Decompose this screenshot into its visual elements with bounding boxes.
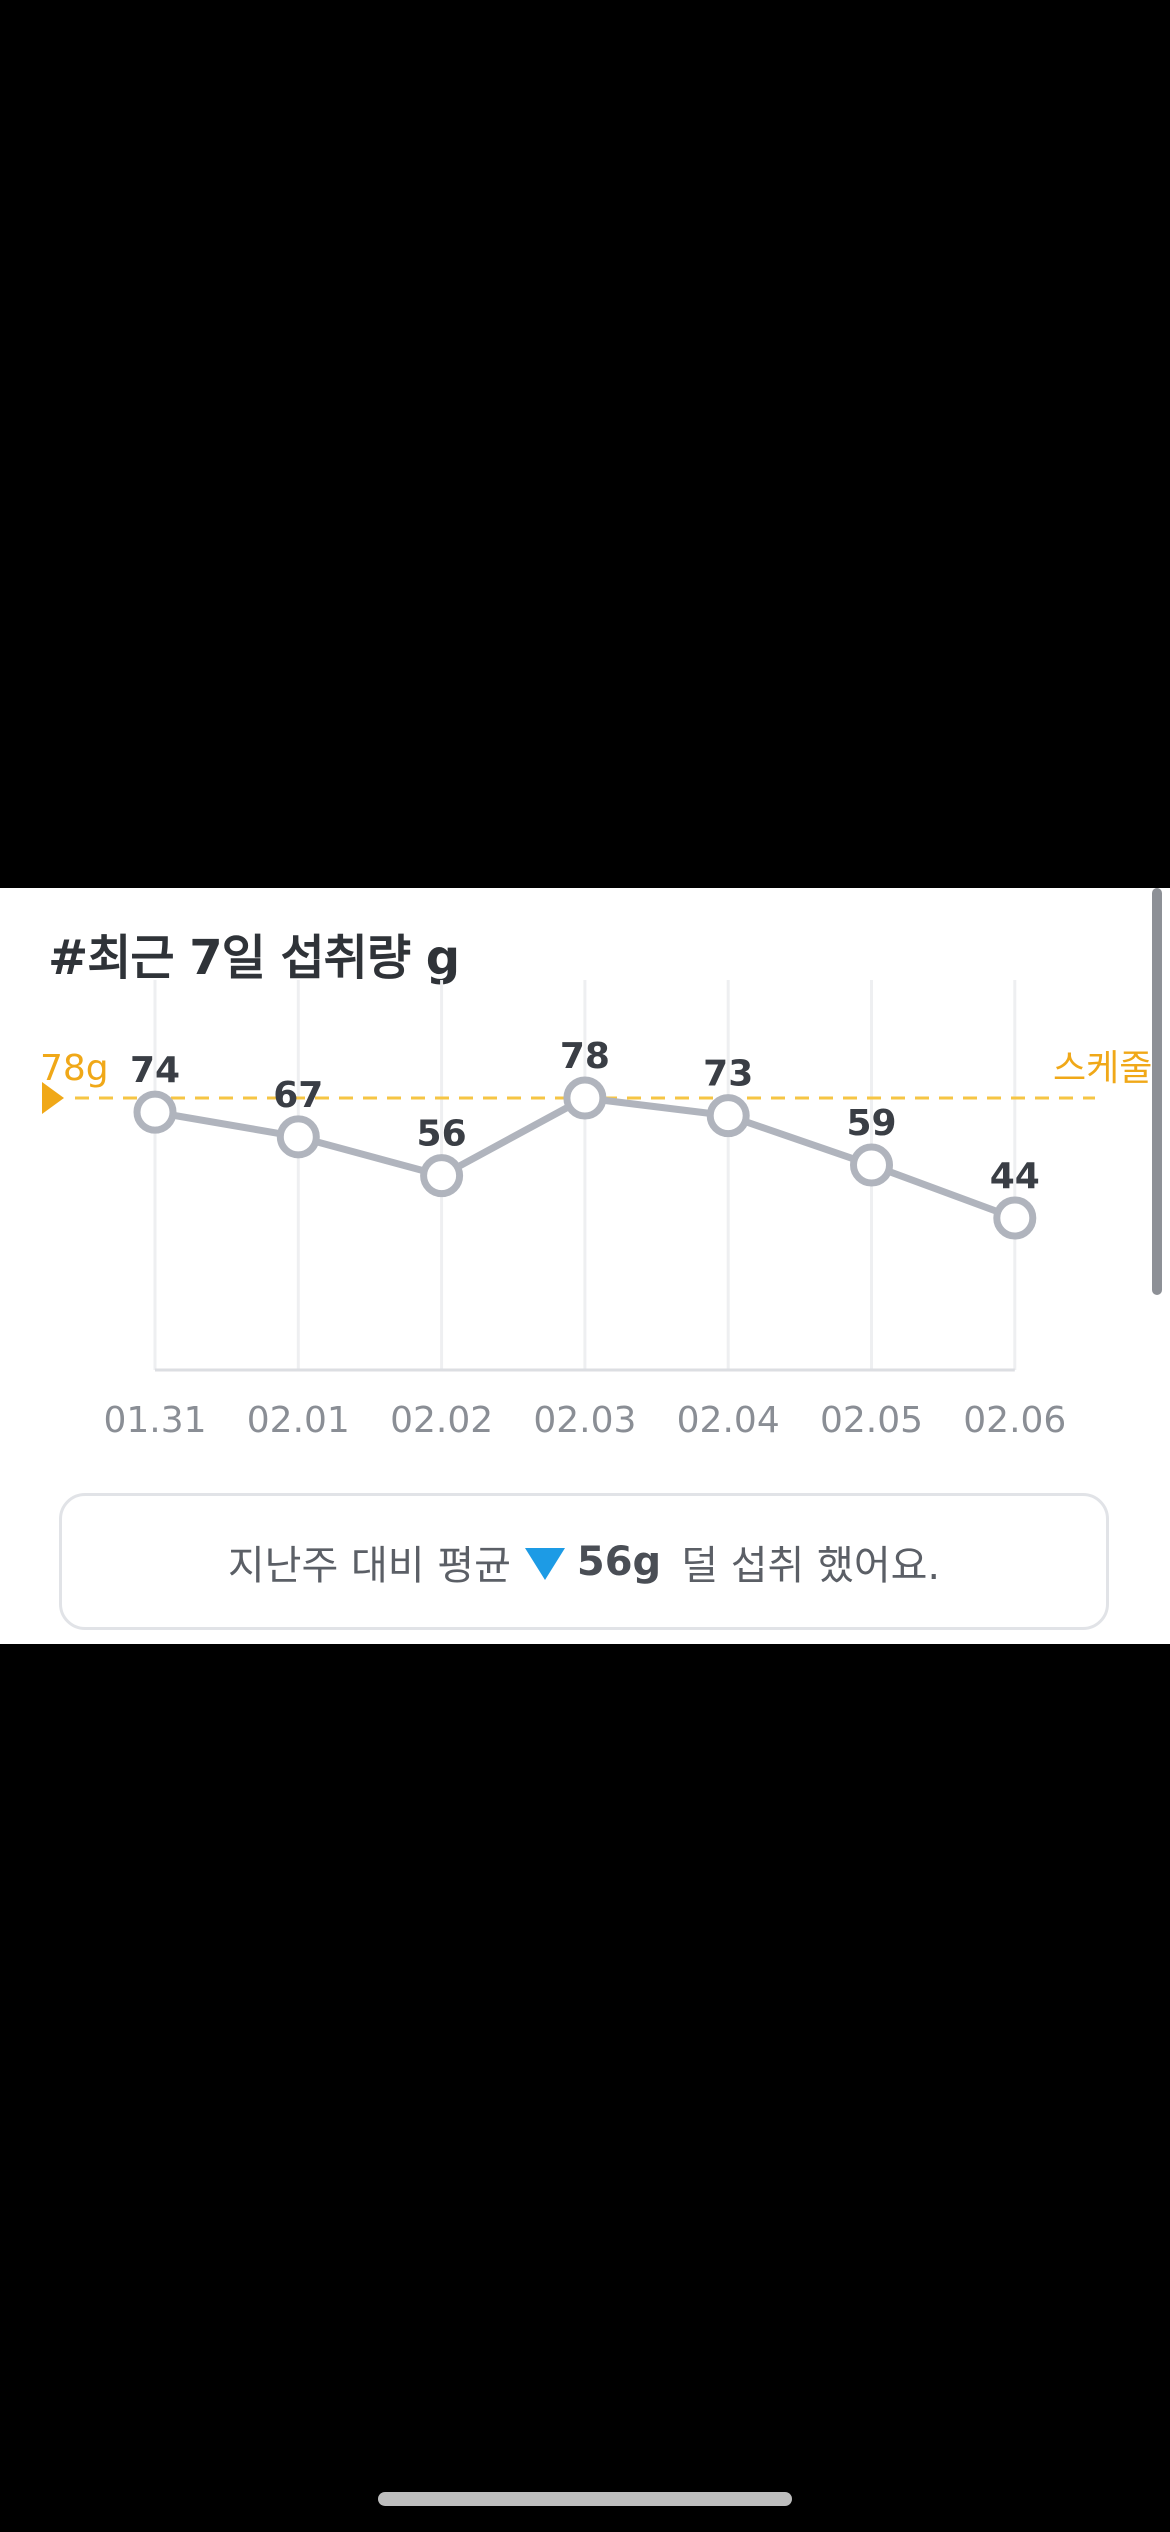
reference-line-right-label: 스케줄 — [1053, 1048, 1152, 1089]
scrollbar[interactable] — [1152, 888, 1162, 1295]
reference-line-label: 78g — [40, 1048, 109, 1089]
data-point-02.02 — [420, 1154, 464, 1198]
right-triangle-icon — [42, 1082, 64, 1114]
intake-chart-card: #최근 7일 섭취량 g 78g 스케줄 74 67 56 78 73 59 44 01.31… — [0, 888, 1170, 1644]
down-triangle-icon — [524, 1547, 565, 1580]
x-tick-label-02.02: 02.02 — [390, 1400, 493, 1441]
data-point-02.04 — [706, 1094, 750, 1138]
summary-suffix: 덜 섭취 했어요. — [681, 1542, 941, 1589]
chart-title: #최근 7일 섭취량 g — [48, 930, 460, 986]
weekly-comparison-summary: 지난주 대비 평균 56g 덜 섭취 했어요. — [59, 1493, 1109, 1630]
data-point-02.03 — [563, 1076, 607, 1120]
data-point-02.01 — [276, 1115, 320, 1159]
home-indicator[interactable] — [378, 2492, 792, 2506]
reference-line-group: 78g 스케줄 — [40, 1048, 1152, 1114]
x-tick-label-02.06: 02.06 — [963, 1400, 1066, 1441]
data-label-02.03: 78 — [560, 1036, 610, 1077]
data-point-02.06 — [993, 1196, 1037, 1240]
x-tick-label-02.05: 02.05 — [820, 1400, 923, 1441]
summary-prefix: 지난주 대비 평균 — [227, 1542, 511, 1589]
data-label-02.01: 67 — [273, 1075, 323, 1116]
data-label-02.05: 59 — [846, 1103, 896, 1144]
x-tick-label-02.01: 02.01 — [247, 1400, 350, 1441]
data-label-02.04: 73 — [703, 1054, 753, 1095]
x-tick-label-02.04: 02.04 — [677, 1400, 780, 1441]
x-tick-label-01.31: 01.31 — [103, 1400, 206, 1441]
data-label-02.02: 56 — [417, 1114, 467, 1155]
data-point-01.31 — [133, 1090, 177, 1134]
x-axis: 01.31 02.01 02.02 02.03 02.04 02.05 02.06 — [103, 1368, 1066, 1441]
x-tick-label-02.03: 02.03 — [533, 1400, 636, 1441]
data-point-02.05 — [850, 1143, 893, 1187]
intake-line-chart: 78g 스케줄 74 67 56 78 73 59 44 01.31 02.01 02.02 02.… — [40, 980, 1152, 1441]
data-label-01.31: 74 — [130, 1050, 180, 1091]
data-labels: 74 67 56 78 73 59 44 — [130, 1036, 1040, 1197]
summary-value: 56g — [576, 1538, 662, 1585]
data-label-02.06: 44 — [990, 1156, 1040, 1197]
data-points — [133, 1076, 1037, 1240]
